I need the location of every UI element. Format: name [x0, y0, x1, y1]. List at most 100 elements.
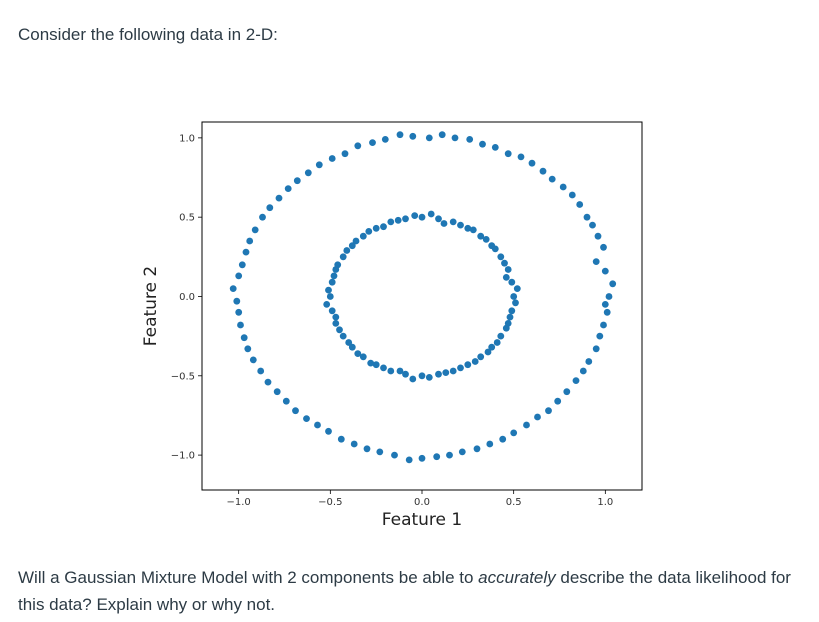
data-point	[354, 350, 362, 357]
data-point	[479, 140, 486, 148]
data-point	[477, 353, 485, 361]
data-point	[249, 356, 257, 364]
data-point	[323, 301, 331, 308]
x-axis-label: Feature 1	[382, 510, 462, 530]
data-point	[237, 321, 244, 329]
data-point	[387, 367, 395, 375]
data-point	[352, 237, 360, 245]
data-point	[491, 245, 499, 253]
y-tick-label: −1.0	[171, 451, 195, 462]
data-point	[559, 183, 567, 191]
data-point	[251, 226, 259, 234]
x-tick-label: −0.5	[318, 497, 342, 508]
data-point	[238, 261, 246, 269]
data-point	[433, 453, 441, 461]
data-point	[517, 153, 525, 161]
data-point	[435, 215, 442, 223]
data-point	[396, 367, 404, 375]
data-point	[264, 378, 272, 386]
data-point	[372, 224, 380, 232]
data-point	[464, 224, 472, 232]
data-point	[568, 191, 576, 199]
data-point	[418, 372, 426, 380]
data-point	[235, 272, 243, 280]
data-point	[380, 364, 387, 372]
data-point	[339, 253, 347, 261]
data-point	[326, 293, 334, 300]
data-point	[497, 332, 505, 340]
data-point	[257, 367, 265, 375]
data-point	[506, 313, 514, 321]
data-point	[380, 223, 387, 231]
data-point	[304, 169, 312, 177]
data-point	[589, 221, 596, 229]
x-tick-label: −1.0	[227, 497, 251, 508]
data-point	[315, 161, 323, 169]
data-point	[330, 272, 338, 280]
data-point	[336, 326, 343, 334]
data-point	[473, 445, 481, 453]
data-point	[354, 142, 362, 150]
data-point	[457, 364, 464, 372]
data-point	[486, 440, 494, 448]
data-point	[381, 136, 389, 143]
data-point	[534, 413, 541, 421]
data-point	[409, 132, 417, 140]
data-point	[605, 293, 613, 300]
y-tick-label: 1.0	[179, 133, 195, 144]
question-emphasis: accurately	[478, 568, 556, 587]
data-point	[499, 435, 507, 443]
data-point	[464, 361, 472, 369]
data-point	[292, 407, 299, 415]
data-point	[328, 278, 336, 286]
data-point	[438, 131, 446, 139]
data-point	[583, 213, 591, 221]
data-point	[350, 440, 358, 448]
data-point	[345, 339, 353, 346]
data-point	[523, 421, 530, 429]
data-point	[594, 232, 602, 240]
data-point	[572, 377, 580, 384]
data-point	[596, 332, 604, 340]
data-point	[359, 353, 367, 361]
data-point	[449, 367, 457, 375]
data-point	[451, 134, 459, 142]
data-point	[458, 448, 466, 456]
data-point	[425, 134, 433, 142]
data-point	[418, 454, 426, 462]
data-point	[328, 307, 336, 315]
data-point	[325, 286, 332, 294]
data-point	[504, 150, 512, 158]
data-point	[484, 348, 492, 356]
data-point	[332, 313, 340, 321]
data-point	[592, 258, 600, 265]
data-point	[563, 388, 571, 396]
scatter-plot: −1.0 −0.5 0.0 0.5 1.0 1.0 0.5 0.0 −0.5 −1.0 Featu…	[130, 110, 660, 535]
question-text-end: describe the data likelihood for this da…	[18, 568, 791, 614]
data-point	[513, 285, 521, 292]
data-point	[427, 210, 435, 218]
data-point	[504, 266, 512, 273]
data-point	[477, 232, 485, 240]
data-point	[592, 345, 600, 353]
data-point	[449, 218, 457, 226]
data-point	[501, 259, 508, 267]
data-point	[337, 435, 345, 443]
data-point	[259, 213, 266, 221]
data-point	[369, 139, 376, 146]
data-point	[348, 242, 356, 250]
data-point	[502, 274, 510, 281]
data-point	[244, 345, 252, 353]
data-point	[282, 397, 290, 405]
data-point	[502, 324, 510, 332]
data-point	[293, 177, 301, 185]
data-point	[609, 280, 617, 288]
question-text: Will a Gaussian Mixture Model with 2 com…	[18, 564, 813, 618]
data-point	[343, 247, 351, 254]
data-point	[508, 307, 516, 315]
data-point	[585, 358, 593, 365]
data-point	[229, 285, 237, 292]
data-point	[548, 175, 556, 183]
data-point	[303, 415, 310, 422]
data-point	[446, 451, 453, 459]
